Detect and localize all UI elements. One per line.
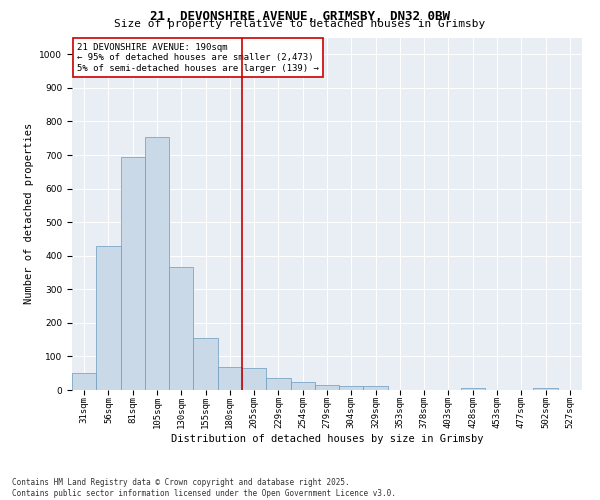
Bar bbox=[145, 136, 169, 390]
Bar bbox=[96, 246, 121, 390]
Bar bbox=[461, 388, 485, 390]
Bar bbox=[533, 388, 558, 390]
X-axis label: Distribution of detached houses by size in Grimsby: Distribution of detached houses by size … bbox=[171, 434, 483, 444]
Text: 21 DEVONSHIRE AVENUE: 190sqm
← 95% of detached houses are smaller (2,473)
5% of : 21 DEVONSHIRE AVENUE: 190sqm ← 95% of de… bbox=[77, 43, 319, 72]
Y-axis label: Number of detached properties: Number of detached properties bbox=[24, 123, 34, 304]
Bar bbox=[290, 382, 315, 390]
Bar bbox=[315, 385, 339, 390]
Bar bbox=[193, 338, 218, 390]
Bar bbox=[364, 386, 388, 390]
Bar bbox=[339, 386, 364, 390]
Bar bbox=[242, 368, 266, 390]
Text: Contains HM Land Registry data © Crown copyright and database right 2025.
Contai: Contains HM Land Registry data © Crown c… bbox=[12, 478, 396, 498]
Bar bbox=[72, 373, 96, 390]
Bar bbox=[218, 366, 242, 390]
Bar bbox=[169, 268, 193, 390]
Bar bbox=[266, 378, 290, 390]
Text: 21, DEVONSHIRE AVENUE, GRIMSBY, DN32 0BW: 21, DEVONSHIRE AVENUE, GRIMSBY, DN32 0BW bbox=[150, 10, 450, 23]
Text: Size of property relative to detached houses in Grimsby: Size of property relative to detached ho… bbox=[115, 19, 485, 29]
Bar bbox=[121, 156, 145, 390]
